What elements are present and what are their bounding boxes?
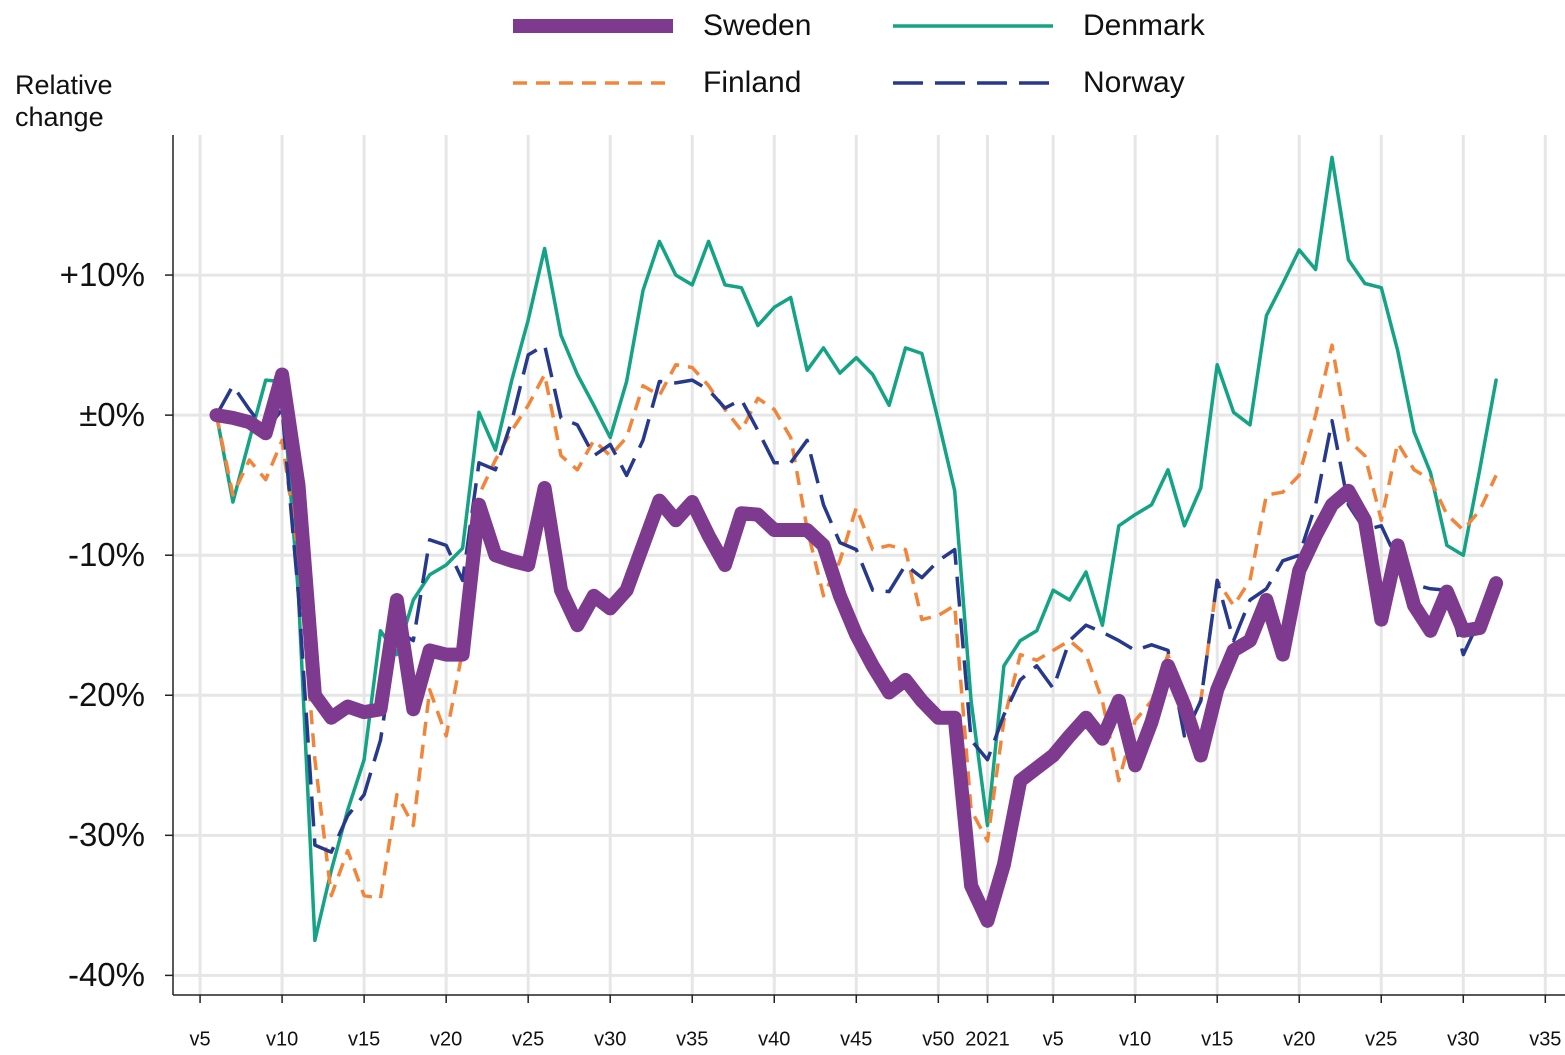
- x-tick-label: v35: [676, 1028, 708, 1050]
- x-tick-label: v25: [1365, 1028, 1397, 1050]
- legend-label: Sweden: [703, 9, 811, 42]
- x-tick-label: v20: [430, 1028, 462, 1050]
- y-tick-label: -20%: [68, 676, 145, 713]
- legend-label: Finland: [703, 66, 801, 99]
- x-tick-label: v10: [1119, 1028, 1151, 1050]
- legend: Sweden Denmark Finland Norway: [513, 9, 1206, 99]
- axes: -40% -30% -20% -10% ±0% +10% v5 v10 v15 v20 v25 v30…: [60, 135, 1565, 1050]
- series-line: [214, 343, 1498, 901]
- x-tick-label: v30: [1447, 1028, 1479, 1050]
- y-tick-label: -40%: [68, 956, 145, 993]
- x-tick-label: v40: [758, 1028, 790, 1050]
- x-tick-label: v5: [190, 1028, 211, 1050]
- x-tick-label: v35: [1529, 1028, 1561, 1050]
- x-tick-label: v10: [266, 1028, 298, 1050]
- series-line: [214, 343, 1498, 854]
- x-tick-label: v20: [1283, 1028, 1315, 1050]
- legend-label: Denmark: [1083, 9, 1206, 42]
- x-tick-label: v15: [1201, 1028, 1233, 1050]
- x-tick-label: v30: [594, 1028, 626, 1050]
- series-line: [214, 155, 1498, 943]
- y-tick-label: +10%: [60, 256, 145, 293]
- grid: [173, 135, 1565, 995]
- y-tick-label: -30%: [68, 816, 145, 853]
- x-tick-label: v15: [348, 1028, 380, 1050]
- series-line: [209, 367, 1504, 928]
- x-tick-label: v5: [1043, 1028, 1064, 1050]
- y-tick-label: ±0%: [79, 396, 145, 433]
- plot-lines: [209, 155, 1504, 943]
- y-tick-label: -10%: [68, 536, 145, 573]
- x-tick-label: v25: [512, 1028, 544, 1050]
- y-axis-label: Relative: [15, 70, 113, 100]
- x-tick-label: 2021: [965, 1028, 1010, 1050]
- x-tick-label: v45: [840, 1028, 872, 1050]
- y-axis-label: change: [15, 102, 104, 132]
- x-tick-label: v50: [922, 1028, 954, 1050]
- legend-label: Norway: [1083, 66, 1185, 99]
